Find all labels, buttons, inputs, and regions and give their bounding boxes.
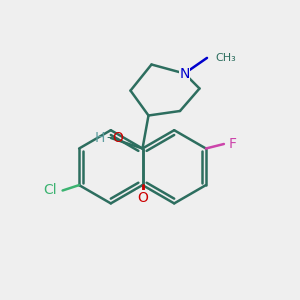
Text: CH₃: CH₃ [215,53,236,63]
Text: Cl: Cl [43,184,57,197]
Text: H: H [94,131,105,145]
Text: N: N [179,67,190,80]
Text: O: O [112,131,123,145]
Text: F: F [229,137,237,151]
Text: -: - [106,131,111,145]
Text: O: O [137,191,148,205]
